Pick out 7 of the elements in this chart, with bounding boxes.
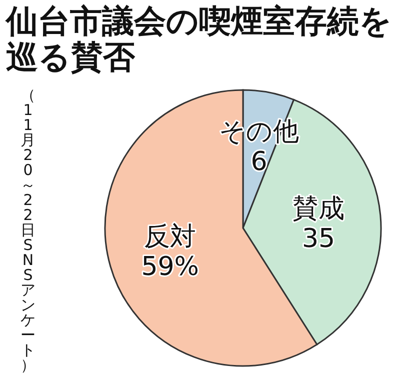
slice-label: 反対 (144, 222, 196, 252)
data-label: 6 (250, 146, 268, 177)
data-label: 35 (302, 224, 336, 254)
data-label: 59% (141, 252, 200, 282)
chart-title: 仙台市議会の喫煙室存続を巡る賛否 (5, 2, 392, 76)
text: （11月20～22日SNSアンケート） (20, 86, 36, 374)
slice-label: 賛成 (292, 194, 345, 224)
